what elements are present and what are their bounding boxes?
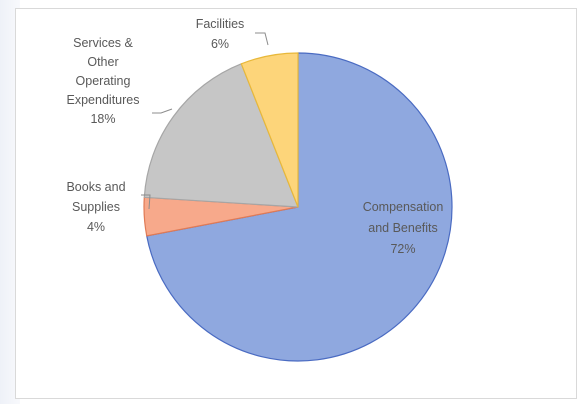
slice-label: Books and Supplies 4% bbox=[66, 180, 125, 234]
slice-label-line: Supplies bbox=[72, 200, 120, 214]
pie-slice bbox=[240, 52, 299, 208]
pie-slice bbox=[143, 63, 299, 208]
slice-label-line: and Benefits bbox=[368, 221, 438, 235]
slice-label-line: Services & bbox=[73, 36, 133, 50]
slice-label: Facilities 6% bbox=[196, 17, 245, 51]
leader-line bbox=[152, 108, 173, 114]
leader-line bbox=[255, 32, 269, 46]
slice-label-line: Operating bbox=[76, 74, 131, 88]
pie-slice bbox=[146, 52, 453, 362]
slice-label-line: Other bbox=[87, 55, 118, 69]
slice-label-line: Expenditures bbox=[67, 93, 140, 107]
slice-label-line: 18% bbox=[90, 112, 115, 126]
leader-line bbox=[141, 194, 151, 210]
slice-label-line: Books and bbox=[66, 180, 125, 194]
slice-label-line: 72% bbox=[390, 242, 415, 256]
slice-label: Services & Other Operating Expenditures 18% bbox=[67, 36, 140, 126]
slice-label: Compensation and Benefits 72% bbox=[363, 200, 444, 256]
slice-label-line: Facilities bbox=[196, 17, 245, 31]
slice-label-line: 6% bbox=[211, 37, 229, 51]
slice-label-line: Compensation bbox=[363, 200, 444, 214]
slice-label-line: 4% bbox=[87, 220, 105, 234]
